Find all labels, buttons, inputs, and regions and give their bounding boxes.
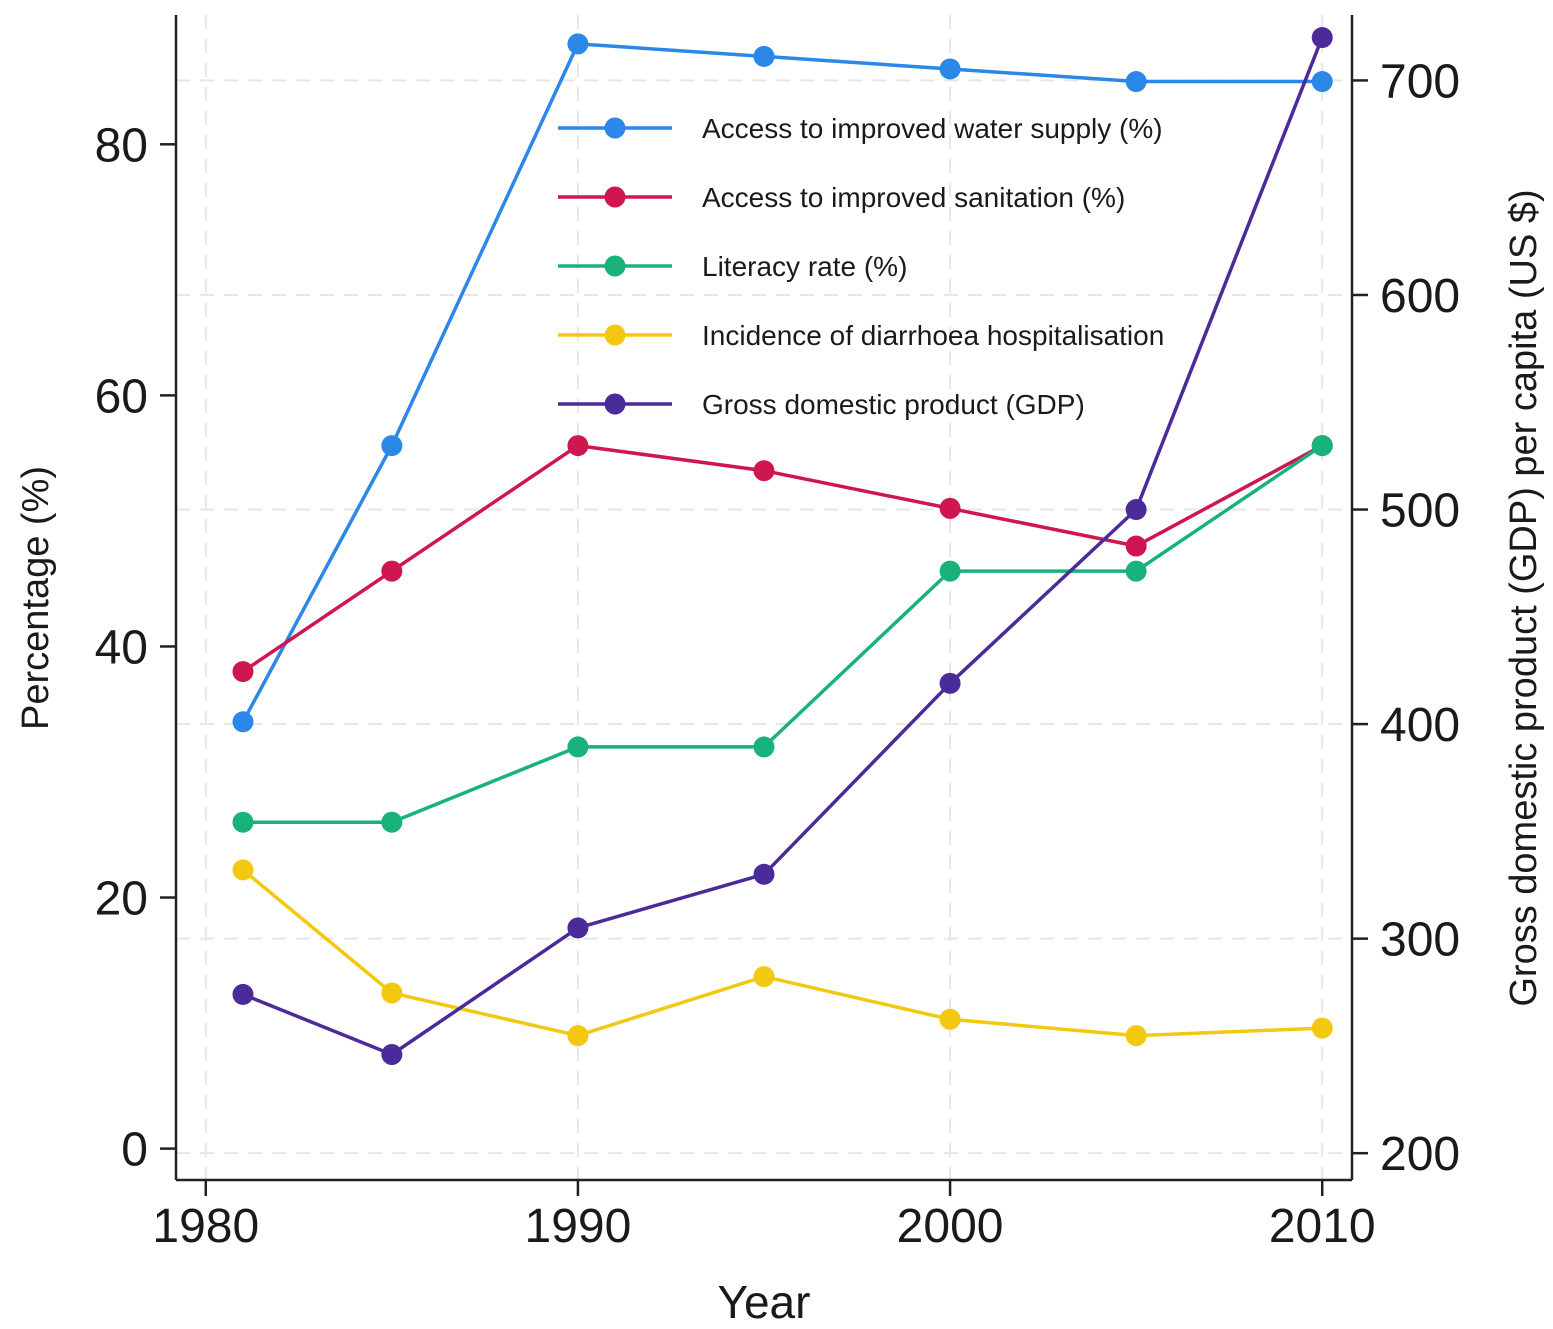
x-axis-title: Year xyxy=(718,1276,811,1328)
y-tick-label: 80 xyxy=(95,119,148,172)
data-point xyxy=(753,966,775,988)
data-point xyxy=(381,982,403,1004)
data-point xyxy=(381,811,403,833)
legend-marker xyxy=(604,186,626,208)
y-tick-label: 40 xyxy=(95,621,148,674)
legend-label: Incidence of diarrhoea hospitalisation xyxy=(702,320,1164,351)
data-point xyxy=(1125,1025,1147,1047)
data-point xyxy=(1125,560,1147,582)
x-tick-label: 2010 xyxy=(1269,1200,1376,1253)
legend-marker xyxy=(604,255,626,277)
grid-lines xyxy=(176,15,1352,1180)
data-point xyxy=(232,811,254,833)
legend-label: Access to improved water supply (%) xyxy=(702,113,1163,144)
y2-tick-label: 500 xyxy=(1380,485,1460,538)
data-point xyxy=(381,560,403,582)
data-point xyxy=(381,1043,403,1065)
y2-tick-label: 400 xyxy=(1380,699,1460,752)
data-point xyxy=(381,435,403,457)
y2-tick-label: 600 xyxy=(1380,270,1460,323)
data-point xyxy=(753,45,775,67)
legend-marker xyxy=(604,393,626,415)
y-tick-label: 60 xyxy=(95,370,148,423)
series-line-2 xyxy=(243,444,1324,824)
x-tick-label: 2000 xyxy=(897,1200,1004,1253)
data-point xyxy=(939,560,961,582)
data-point xyxy=(567,736,589,758)
legend: Access to improved water supply (%) Acces… xyxy=(558,113,1164,420)
y2-tick-label: 700 xyxy=(1380,55,1460,108)
data-point xyxy=(753,863,775,885)
data-point xyxy=(753,736,775,758)
data-point xyxy=(939,58,961,80)
data-point xyxy=(939,672,961,694)
legend-label: Literacy rate (%) xyxy=(702,251,907,282)
series-line-3 xyxy=(241,868,1323,1038)
legend-marker xyxy=(604,117,626,139)
data-point xyxy=(232,983,254,1005)
y2-tick-label: 200 xyxy=(1380,1128,1460,1181)
data-point xyxy=(1125,535,1147,557)
series-layer xyxy=(232,27,1333,1065)
data-point xyxy=(232,711,254,733)
data-point xyxy=(567,33,589,55)
legend-marker xyxy=(604,324,626,346)
y2-axis-title: Gross domestic product (GDP) per capita … xyxy=(1503,189,1545,1006)
data-point xyxy=(753,460,775,482)
data-point xyxy=(567,917,589,939)
data-point xyxy=(567,1025,589,1047)
y-tick-label: 0 xyxy=(121,1124,148,1177)
data-point xyxy=(1311,71,1333,93)
ticks: 1980 1990 2000 2010 0 20 40 60 80 200 300 400 500 600… xyxy=(95,55,1460,1253)
data-point xyxy=(1125,71,1147,93)
legend-label: Gross domestic product (GDP) xyxy=(702,389,1085,420)
y2-tick-label: 300 xyxy=(1380,914,1460,967)
data-point xyxy=(939,1008,961,1030)
data-point xyxy=(232,661,254,683)
x-tick-label: 1990 xyxy=(525,1200,632,1253)
y-axis-title: Percentage (%) xyxy=(15,466,57,730)
data-point xyxy=(1311,435,1333,457)
data-point xyxy=(1125,499,1147,521)
y-tick-label: 20 xyxy=(95,873,148,926)
data-point xyxy=(1311,27,1333,49)
data-point xyxy=(1311,1017,1333,1039)
data-point xyxy=(939,497,961,519)
series-line-1 xyxy=(242,443,1324,674)
x-tick-label: 1980 xyxy=(152,1200,259,1253)
axes xyxy=(174,15,1354,1182)
legend-label: Access to improved sanitation (%) xyxy=(702,182,1125,213)
data-point xyxy=(567,435,589,457)
data-point xyxy=(232,859,254,881)
series-line-0 xyxy=(241,42,1323,723)
